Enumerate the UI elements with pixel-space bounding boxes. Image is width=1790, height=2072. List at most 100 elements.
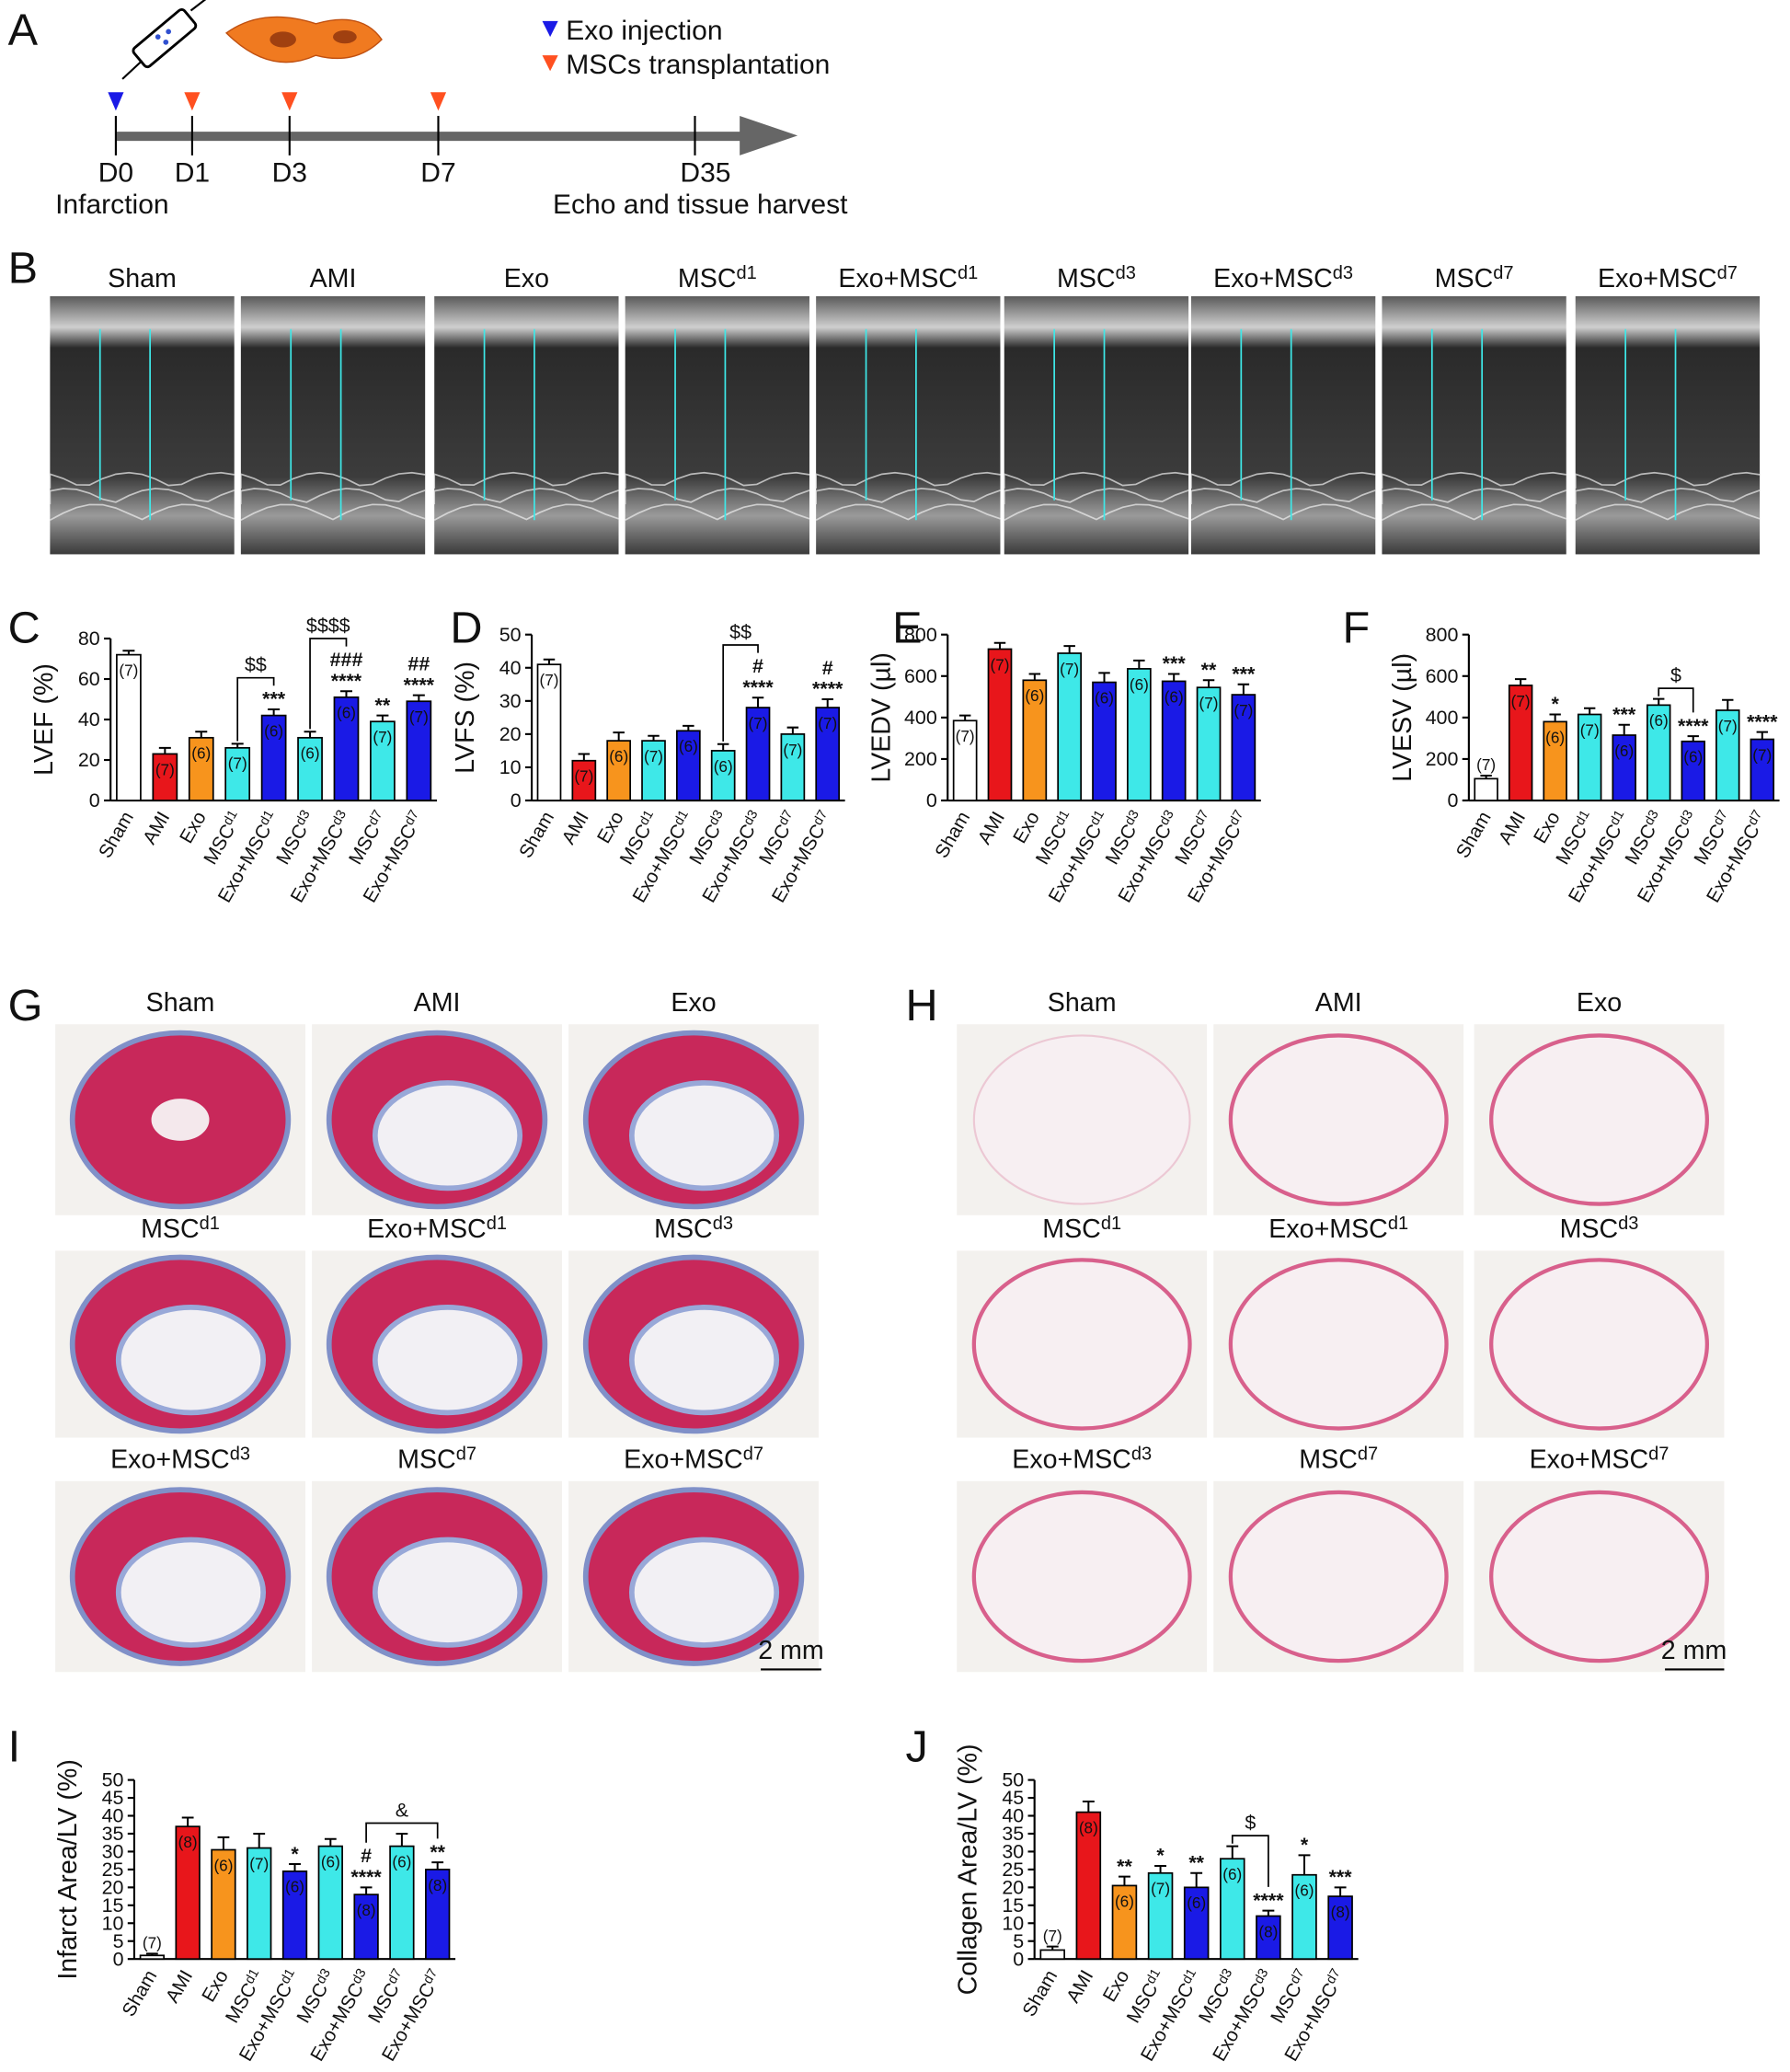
bar [224, 746, 251, 801]
x-tick-label: AMI [139, 808, 174, 847]
y-tick-label: 50 [499, 624, 522, 646]
bar [1291, 1873, 1317, 1961]
y-axis-title: LVESV (µl) [1388, 653, 1417, 782]
image-label: AMI [1315, 988, 1362, 1018]
n-label: (6) [1295, 1882, 1314, 1900]
x-tick-label: Exo [176, 808, 211, 846]
n-label: (7) [143, 1934, 162, 1952]
n-label: (6) [1187, 1894, 1206, 1912]
day-label: D7 [420, 158, 455, 189]
n-label: (6) [1222, 1865, 1242, 1883]
bar [1039, 1949, 1065, 1961]
echo-image [1575, 295, 1761, 555]
n-label: (7) [540, 671, 559, 689]
significance-label: *** [1329, 1866, 1353, 1888]
image-label: MSCd7 [1435, 263, 1514, 294]
n-label: (6) [1165, 687, 1184, 706]
lumen [151, 1099, 210, 1141]
echo-trace [1190, 488, 1376, 505]
significance-label: **** [404, 673, 435, 696]
bracket-label: $ [1245, 1812, 1256, 1834]
y-tick-label: 20 [1002, 1877, 1024, 1899]
error-bar [324, 1837, 337, 1847]
bar [1750, 738, 1775, 801]
echo-trace [49, 503, 235, 521]
n-label: (7) [783, 741, 802, 759]
n-label: (7) [818, 714, 837, 732]
x-tick-label: Sham [118, 1966, 161, 2020]
error-bar [1549, 713, 1561, 722]
significance-label: **** [1747, 710, 1778, 732]
image-label: Exo+MSCd3 [1213, 263, 1353, 294]
y-tick-label: 40 [499, 657, 522, 679]
bar [606, 740, 632, 801]
n-label: (6) [285, 1878, 304, 1896]
lumen [372, 1305, 523, 1416]
bar [1147, 1871, 1174, 1961]
echo-trace [624, 471, 810, 489]
significance-label: ** [430, 1841, 445, 1863]
echo-trace [1381, 488, 1567, 505]
msc-marker [184, 92, 201, 111]
heart-section [971, 1258, 1192, 1431]
n-label: (7) [1199, 694, 1219, 712]
image-label: MSCd1 [141, 1214, 220, 1244]
y-tick-label: 200 [1426, 748, 1459, 770]
echo-trace [49, 471, 235, 489]
y-tick-label: 25 [102, 1859, 124, 1881]
error-bar [1028, 673, 1041, 681]
error-bar [578, 753, 591, 761]
echo-trace [239, 471, 426, 489]
bracket-label: & [396, 1799, 408, 1821]
image-label: Exo+MSCd3 [110, 1444, 250, 1474]
n-label: (6) [679, 737, 698, 755]
bar [152, 753, 178, 801]
timeline-arrow [740, 115, 798, 155]
error-bar [1480, 774, 1492, 779]
panel-letter: E [892, 603, 922, 652]
msc-marker [430, 92, 447, 111]
x-tick-label: Exo [1009, 808, 1044, 846]
image-label: MSCd3 [1057, 263, 1136, 294]
image-label: MSCd7 [1299, 1444, 1378, 1474]
echo-image [1382, 295, 1566, 555]
n-label: (7) [1752, 745, 1772, 764]
n-label: (7) [119, 662, 138, 680]
day-label: D35 [680, 158, 730, 189]
error-bar [253, 1832, 266, 1848]
x-tick-label: AMI [1495, 808, 1530, 847]
n-label: (6) [714, 757, 733, 776]
significance-label: ** [1201, 659, 1217, 681]
error-bar [304, 731, 316, 738]
syringe-icon [121, 0, 207, 80]
panel-letter: B [8, 244, 38, 294]
n-label: (7) [1476, 755, 1496, 774]
error-bar [1583, 707, 1596, 715]
panel-letter: J [905, 1722, 927, 1772]
y-tick-label: 40 [102, 1805, 124, 1827]
significance-label: **** [331, 670, 362, 692]
error-bar [1167, 673, 1180, 682]
image-label: Exo+MSCd7 [1530, 1444, 1670, 1474]
n-label: (6) [264, 722, 283, 741]
bracket [722, 644, 759, 742]
y-tick-label: 20 [102, 1877, 124, 1899]
y-tick-label: 200 [904, 748, 937, 770]
n-label: (6) [1683, 748, 1703, 766]
y-tick-label: 60 [78, 668, 100, 690]
timeline-note: Infarction [55, 190, 169, 220]
echo-trace [49, 488, 235, 505]
bar [571, 759, 597, 801]
error-bar [396, 1832, 408, 1847]
timeline-ticks [114, 115, 696, 155]
error-bar [158, 746, 171, 754]
exo-marker [108, 92, 124, 111]
image-label: Exo+MSCd7 [624, 1444, 763, 1474]
y-tick-label: 800 [1426, 624, 1459, 646]
n-label: (7) [1511, 692, 1531, 710]
bar [116, 653, 142, 801]
image-label: MSCd7 [397, 1444, 476, 1474]
significance-label: **** [1678, 715, 1709, 737]
error-bar [195, 731, 208, 738]
echo-trace [624, 488, 810, 505]
